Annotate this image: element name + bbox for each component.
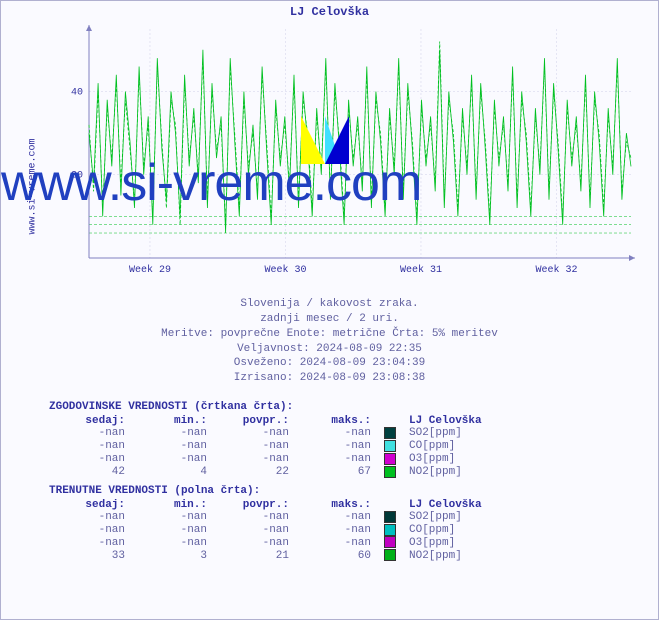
- chart-metadata: Slovenija / kakovost zraka. zadnji mesec…: [1, 297, 658, 386]
- series-swatch: [384, 453, 396, 465]
- series-swatch: [384, 549, 396, 561]
- site-logo: [301, 116, 349, 164]
- cell-maks: -nan: [295, 524, 377, 537]
- table-row: 3332160NO2[ppm]: [49, 549, 488, 562]
- cell-maks: -nan: [295, 511, 377, 524]
- station-header: LJ Celovška: [405, 415, 488, 427]
- cell-sedaj: -nan: [49, 453, 131, 466]
- meta-rendered: Izrisano: 2024-08-09 23:08:38: [1, 371, 658, 386]
- series-label: O3[ppm]: [405, 453, 488, 466]
- cell-min: -nan: [131, 536, 213, 549]
- chart-container: www.si-vreme.com LJ Celovška 20 40 Week 29…: [0, 0, 659, 620]
- col-header: min.:: [131, 415, 213, 427]
- current-title: TRENUTNE VREDNOSTI (polna črta):: [49, 485, 488, 497]
- series-swatch: [384, 427, 396, 439]
- cell-povpr: -nan: [213, 427, 295, 440]
- cell-maks: -nan: [295, 453, 377, 466]
- col-header: povpr.:: [213, 499, 295, 511]
- col-header: povpr.:: [213, 415, 295, 427]
- cell-min: -nan: [131, 427, 213, 440]
- series-label: O3[ppm]: [405, 536, 488, 549]
- data-tables: ZGODOVINSKE VREDNOSTI (črtkana črta): se…: [49, 395, 488, 562]
- cell-min: -nan: [131, 453, 213, 466]
- series-label: CO[ppm]: [405, 440, 488, 453]
- table-row: -nan-nan-nan-nanO3[ppm]: [49, 453, 488, 466]
- cell-maks: -nan: [295, 440, 377, 453]
- series-swatch: [384, 511, 396, 523]
- table-row: -nan-nan-nan-nanSO2[ppm]: [49, 427, 488, 440]
- cell-povpr: -nan: [213, 440, 295, 453]
- col-header: sedaj:: [49, 415, 131, 427]
- cell-sedaj: -nan: [49, 536, 131, 549]
- history-title: ZGODOVINSKE VREDNOSTI (črtkana črta):: [49, 401, 488, 413]
- series-label: SO2[ppm]: [405, 427, 488, 440]
- cell-sedaj: -nan: [49, 440, 131, 453]
- cell-min: -nan: [131, 511, 213, 524]
- series-swatch: [384, 440, 396, 452]
- svg-text:40: 40: [71, 87, 83, 98]
- series-label: SO2[ppm]: [405, 511, 488, 524]
- series-swatch: [384, 536, 396, 548]
- series-label: NO2[ppm]: [405, 466, 488, 479]
- series-label: NO2[ppm]: [405, 549, 488, 562]
- cell-sedaj: 33: [49, 549, 131, 562]
- meta-settings: Meritve: povprečne Enote: metrične Črta:…: [1, 327, 658, 342]
- svg-text:Week 31: Week 31: [400, 264, 442, 276]
- chart-title: LJ Celovška: [1, 5, 658, 19]
- series-swatch: [384, 524, 396, 536]
- cell-povpr: 21: [213, 549, 295, 562]
- series-label: CO[ppm]: [405, 524, 488, 537]
- cell-maks: -nan: [295, 536, 377, 549]
- station-header: LJ Celovška: [405, 499, 488, 511]
- cell-min: 4: [131, 466, 213, 479]
- svg-text:Week 29: Week 29: [129, 264, 171, 276]
- cell-maks: -nan: [295, 427, 377, 440]
- cell-sedaj: -nan: [49, 511, 131, 524]
- cell-sedaj: -nan: [49, 524, 131, 537]
- meta-period: zadnji mesec / 2 uri.: [1, 312, 658, 327]
- cell-min: 3: [131, 549, 213, 562]
- table-row: -nan-nan-nan-nanO3[ppm]: [49, 536, 488, 549]
- cell-povpr: 22: [213, 466, 295, 479]
- table-row: 4242267 NO2[ppm]: [49, 466, 488, 479]
- table-row: -nan-nan-nan-nanCO[ppm]: [49, 524, 488, 537]
- cell-sedaj: -nan: [49, 427, 131, 440]
- cell-maks: 60: [295, 549, 377, 562]
- cell-povpr: -nan: [213, 524, 295, 537]
- col-header: min.:: [131, 499, 213, 511]
- series-swatch: [384, 466, 396, 478]
- cell-povpr: -nan: [213, 453, 295, 466]
- meta-validity: Veljavnost: 2024-08-09 22:35: [1, 342, 658, 357]
- col-header: sedaj:: [49, 499, 131, 511]
- svg-text:Week 30: Week 30: [264, 264, 306, 276]
- cell-sedaj: 42: [49, 466, 131, 479]
- plot-area: 20 40 Week 29 Week 30 Week 31 Week 32: [61, 23, 641, 278]
- cell-min: -nan: [131, 440, 213, 453]
- table-row: -nan-nan-nan-nanSO2[ppm]: [49, 511, 488, 524]
- meta-refreshed: Osveženo: 2024-08-09 23:04:39: [1, 356, 658, 371]
- current-table: sedaj:min.:povpr.:maks.:LJ Celovška-nan-…: [49, 499, 488, 563]
- cell-min: -nan: [131, 524, 213, 537]
- history-table: sedaj:min.:povpr.:maks.:LJ Celovška-nan-…: [49, 415, 488, 479]
- meta-source: Slovenija / kakovost zraka.: [1, 297, 658, 312]
- cell-povpr: -nan: [213, 511, 295, 524]
- col-header: maks.:: [295, 415, 377, 427]
- table-row: -nan-nan-nan-nanCO[ppm]: [49, 440, 488, 453]
- cell-maks: 67: [295, 466, 377, 479]
- cell-povpr: -nan: [213, 536, 295, 549]
- svg-text:Week 32: Week 32: [535, 264, 577, 276]
- svg-text:20: 20: [71, 171, 83, 182]
- col-header: maks.:: [295, 499, 377, 511]
- side-url-label: www.si-vreme.com: [28, 127, 39, 247]
